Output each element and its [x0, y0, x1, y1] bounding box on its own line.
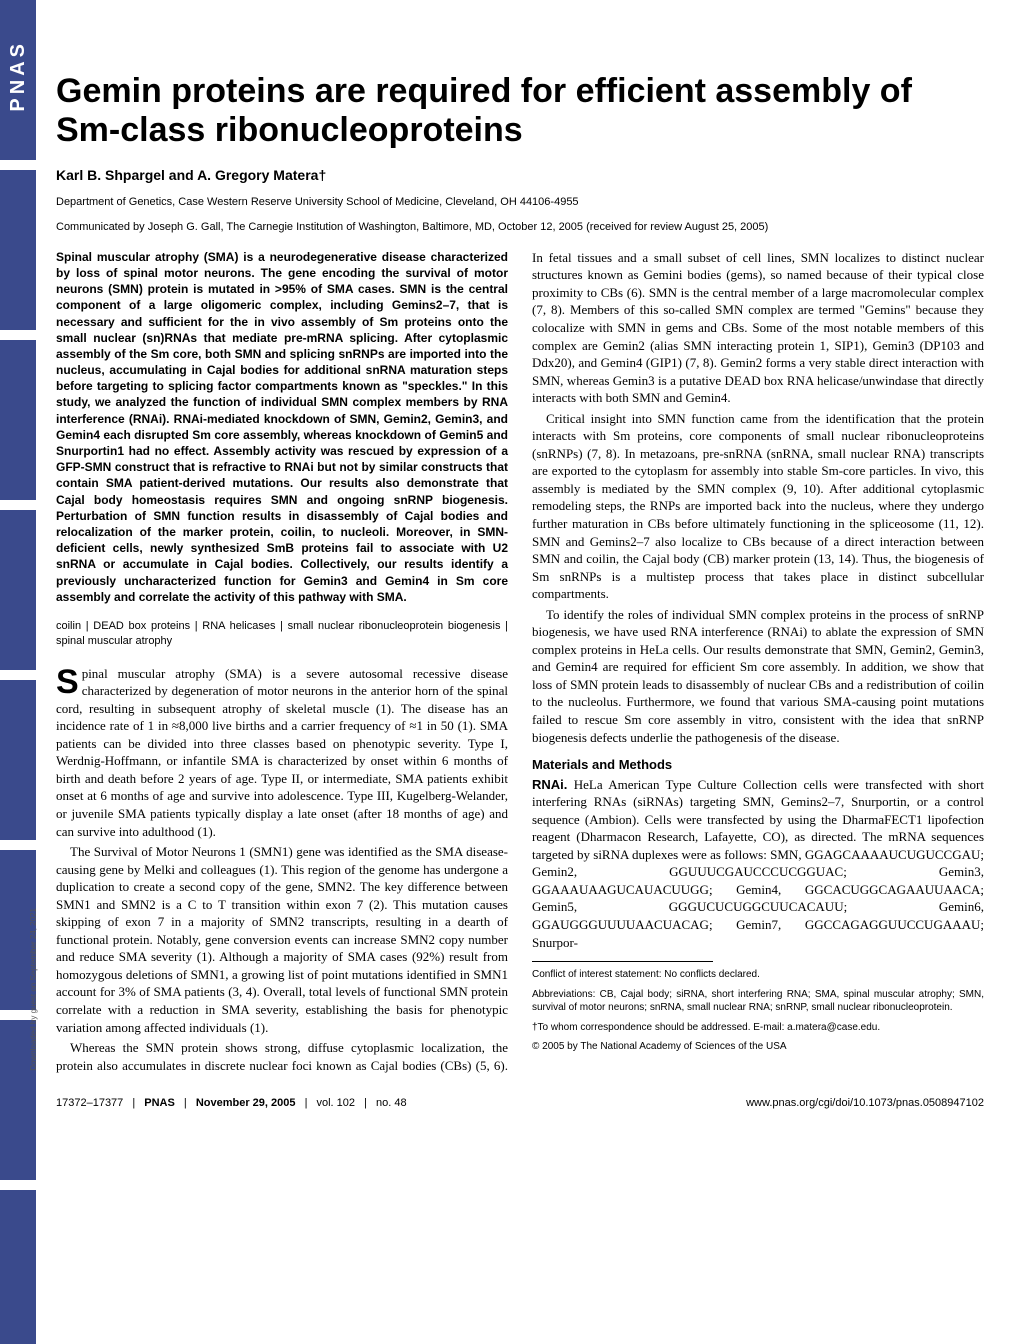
two-column-body: Spinal muscular atrophy (SMA) is a neuro… — [56, 249, 984, 1074]
footer-issue: no. 48 — [376, 1097, 407, 1109]
article-title: Gemin proteins are required for efficien… — [56, 72, 984, 150]
pnas-sidebar: PNAS — [0, 0, 36, 1344]
footnote-correspondence: †To whom correspondence should be addres… — [532, 1021, 984, 1035]
footer-volume: vol. 102 — [316, 1097, 355, 1109]
methods-heading: Materials and Methods — [532, 756, 984, 774]
footer-left: 17372–17377 | PNAS | November 29, 2005 |… — [56, 1096, 407, 1111]
body-paragraph-5: To identify the roles of individual SMN … — [532, 606, 984, 746]
footer-date: November 29, 2005 — [196, 1097, 296, 1109]
page-content: Gemin proteins are required for efficien… — [56, 0, 984, 1111]
rnai-runin: RNAi. — [532, 777, 567, 792]
body-paragraph-4: Critical insight into SMN function came … — [532, 410, 984, 603]
footnote-separator — [532, 961, 713, 962]
download-note: Downloaded by guest on September 24, 202… — [29, 908, 40, 1071]
footnote-abbrev: Abbreviations: CB, Cajal body; siRNA, sh… — [532, 988, 984, 1015]
body-paragraph-6: RNAi. HeLa American Type Culture Collect… — [532, 776, 984, 951]
keywords-line: coilin | DEAD box proteins | RNA helicas… — [56, 619, 508, 649]
page-footer: 17372–17377 | PNAS | November 29, 2005 |… — [56, 1096, 984, 1111]
communicated-line: Communicated by Joseph G. Gall, The Carn… — [56, 220, 984, 235]
p1-text: pinal muscular atrophy (SMA) is a severe… — [56, 666, 508, 839]
p6-text: HeLa American Type Culture Collection ce… — [532, 777, 984, 950]
footnote-copyright: © 2005 by The National Academy of Scienc… — [532, 1040, 984, 1054]
footer-url: www.pnas.org/cgi/doi/10.1073/pnas.050894… — [746, 1096, 984, 1111]
abstract-text: Spinal muscular atrophy (SMA) is a neuro… — [56, 249, 508, 605]
pnas-logo-text: PNAS — [5, 40, 32, 112]
article-authors: Karl B. Shpargel and A. Gregory Matera† — [56, 166, 984, 185]
footer-pages: 17372–17377 — [56, 1097, 123, 1109]
footnote-conflict: Conflict of interest statement: No confl… — [532, 968, 984, 982]
body-paragraph-1: Spinal muscular atrophy (SMA) is a sever… — [56, 665, 508, 840]
dropcap: S — [56, 665, 82, 697]
body-paragraph-2: The Survival of Motor Neurons 1 (SMN1) g… — [56, 843, 508, 1036]
footer-journal: PNAS — [144, 1097, 175, 1109]
article-affiliation: Department of Genetics, Case Western Res… — [56, 195, 984, 210]
